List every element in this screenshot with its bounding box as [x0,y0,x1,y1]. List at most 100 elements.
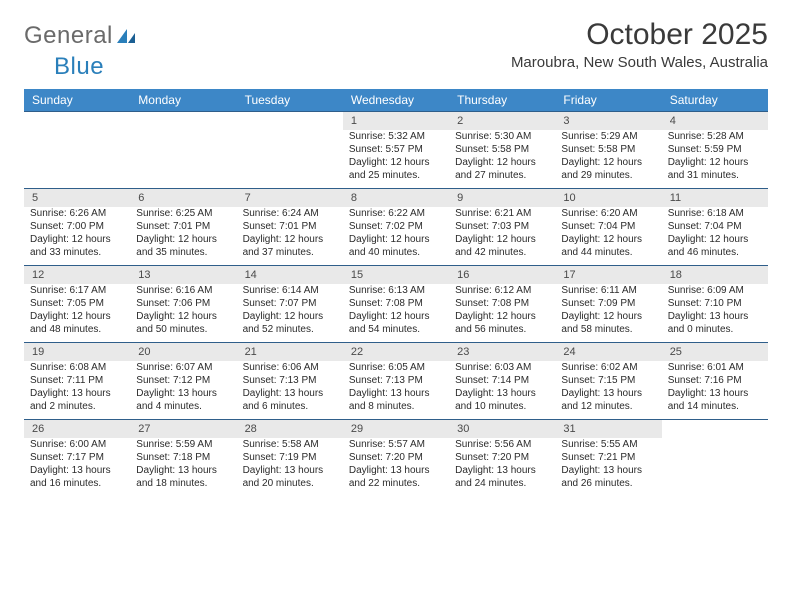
weekday-header-row: Sunday Monday Tuesday Wednesday Thursday… [24,89,768,112]
day-sunrise: Sunrise: 6:08 AM [30,361,124,374]
day-cell [662,438,768,496]
day-sunrise: Sunrise: 5:59 AM [136,438,230,451]
day-cell: Sunrise: 6:03 AMSunset: 7:14 PMDaylight:… [449,361,555,420]
month-title: October 2025 [511,18,768,52]
header-right: October 2025 Maroubra, New South Wales, … [511,18,768,75]
day-content-row: Sunrise: 5:32 AMSunset: 5:57 PMDaylight:… [24,130,768,189]
brand-sail-icon [117,29,135,43]
day-day1: Daylight: 12 hours [455,233,549,246]
day-cell: Sunrise: 6:09 AMSunset: 7:10 PMDaylight:… [662,284,768,343]
day-cell: Sunrise: 6:06 AMSunset: 7:13 PMDaylight:… [237,361,343,420]
day-day1: Daylight: 12 hours [30,233,124,246]
day-sunset: Sunset: 7:18 PM [136,451,230,464]
day-sunset: Sunset: 7:09 PM [561,297,655,310]
day-sunset: Sunset: 5:59 PM [668,143,762,156]
day-cell: Sunrise: 6:12 AMSunset: 7:08 PMDaylight:… [449,284,555,343]
day-number: 24 [555,343,661,362]
day-sunset: Sunset: 7:14 PM [455,374,549,387]
day-cell: Sunrise: 6:18 AMSunset: 7:04 PMDaylight:… [662,207,768,266]
day-number: 26 [24,420,130,439]
day-number-row: 1234 [24,112,768,131]
day-day2: and 20 minutes. [243,477,337,490]
day-sunset: Sunset: 7:01 PM [136,220,230,233]
day-number: 25 [662,343,768,362]
day-day2: and 22 minutes. [349,477,443,490]
day-sunset: Sunset: 7:06 PM [136,297,230,310]
day-sunset: Sunset: 7:13 PM [243,374,337,387]
day-sunset: Sunset: 7:12 PM [136,374,230,387]
day-number: 10 [555,189,661,208]
day-day2: and 35 minutes. [136,246,230,259]
day-day2: and 12 minutes. [561,400,655,413]
day-number: 13 [130,266,236,285]
day-content-row: Sunrise: 6:00 AMSunset: 7:17 PMDaylight:… [24,438,768,496]
day-number: 8 [343,189,449,208]
day-day1: Daylight: 12 hours [136,310,230,323]
day-sunrise: Sunrise: 6:25 AM [136,207,230,220]
day-day2: and 52 minutes. [243,323,337,336]
day-sunrise: Sunrise: 5:30 AM [455,130,549,143]
day-number: 31 [555,420,661,439]
day-sunrise: Sunrise: 6:03 AM [455,361,549,374]
day-sunset: Sunset: 5:58 PM [561,143,655,156]
day-sunrise: Sunrise: 6:13 AM [349,284,443,297]
day-cell: Sunrise: 6:13 AMSunset: 7:08 PMDaylight:… [343,284,449,343]
day-number: 29 [343,420,449,439]
day-day1: Daylight: 13 hours [561,387,655,400]
day-sunrise: Sunrise: 5:57 AM [349,438,443,451]
day-cell: Sunrise: 6:21 AMSunset: 7:03 PMDaylight:… [449,207,555,266]
day-day2: and 29 minutes. [561,169,655,182]
day-cell: Sunrise: 6:02 AMSunset: 7:15 PMDaylight:… [555,361,661,420]
day-sunset: Sunset: 5:58 PM [455,143,549,156]
day-sunrise: Sunrise: 5:32 AM [349,130,443,143]
day-day1: Daylight: 12 hours [349,310,443,323]
day-sunrise: Sunrise: 6:21 AM [455,207,549,220]
day-number: 1 [343,112,449,131]
day-cell: Sunrise: 6:08 AMSunset: 7:11 PMDaylight:… [24,361,130,420]
day-cell: Sunrise: 6:25 AMSunset: 7:01 PMDaylight:… [130,207,236,266]
day-sunset: Sunset: 7:04 PM [668,220,762,233]
day-day1: Daylight: 13 hours [136,387,230,400]
day-sunrise: Sunrise: 6:01 AM [668,361,762,374]
day-day2: and 16 minutes. [30,477,124,490]
day-number: 17 [555,266,661,285]
day-day1: Daylight: 13 hours [668,310,762,323]
day-day1: Daylight: 13 hours [30,387,124,400]
day-sunrise: Sunrise: 6:20 AM [561,207,655,220]
day-day1: Daylight: 13 hours [243,464,337,477]
day-cell: Sunrise: 5:32 AMSunset: 5:57 PMDaylight:… [343,130,449,189]
day-sunset: Sunset: 7:07 PM [243,297,337,310]
day-sunrise: Sunrise: 6:24 AM [243,207,337,220]
dow-mon: Monday [130,89,236,112]
day-day2: and 33 minutes. [30,246,124,259]
day-cell: Sunrise: 6:01 AMSunset: 7:16 PMDaylight:… [662,361,768,420]
day-day1: Daylight: 13 hours [349,387,443,400]
day-day2: and 31 minutes. [668,169,762,182]
day-day1: Daylight: 12 hours [349,156,443,169]
day-sunset: Sunset: 7:10 PM [668,297,762,310]
day-day2: and 50 minutes. [136,323,230,336]
day-content-row: Sunrise: 6:17 AMSunset: 7:05 PMDaylight:… [24,284,768,343]
day-number [24,112,130,131]
day-cell: Sunrise: 5:56 AMSunset: 7:20 PMDaylight:… [449,438,555,496]
day-day1: Daylight: 13 hours [30,464,124,477]
day-sunset: Sunset: 7:05 PM [30,297,124,310]
day-number: 12 [24,266,130,285]
day-sunset: Sunset: 7:11 PM [30,374,124,387]
day-cell: Sunrise: 6:07 AMSunset: 7:12 PMDaylight:… [130,361,236,420]
day-cell: Sunrise: 5:30 AMSunset: 5:58 PMDaylight:… [449,130,555,189]
day-cell: Sunrise: 6:00 AMSunset: 7:17 PMDaylight:… [24,438,130,496]
day-sunset: Sunset: 7:20 PM [349,451,443,464]
day-sunset: Sunset: 7:19 PM [243,451,337,464]
day-sunset: Sunset: 7:15 PM [561,374,655,387]
day-day1: Daylight: 12 hours [561,233,655,246]
day-number: 21 [237,343,343,362]
day-number: 14 [237,266,343,285]
day-number: 23 [449,343,555,362]
brand-text-1: General [24,22,113,50]
day-day1: Daylight: 13 hours [561,464,655,477]
day-cell: Sunrise: 5:59 AMSunset: 7:18 PMDaylight:… [130,438,236,496]
day-cell: Sunrise: 6:14 AMSunset: 7:07 PMDaylight:… [237,284,343,343]
day-day1: Daylight: 12 hours [561,156,655,169]
day-day1: Daylight: 13 hours [243,387,337,400]
